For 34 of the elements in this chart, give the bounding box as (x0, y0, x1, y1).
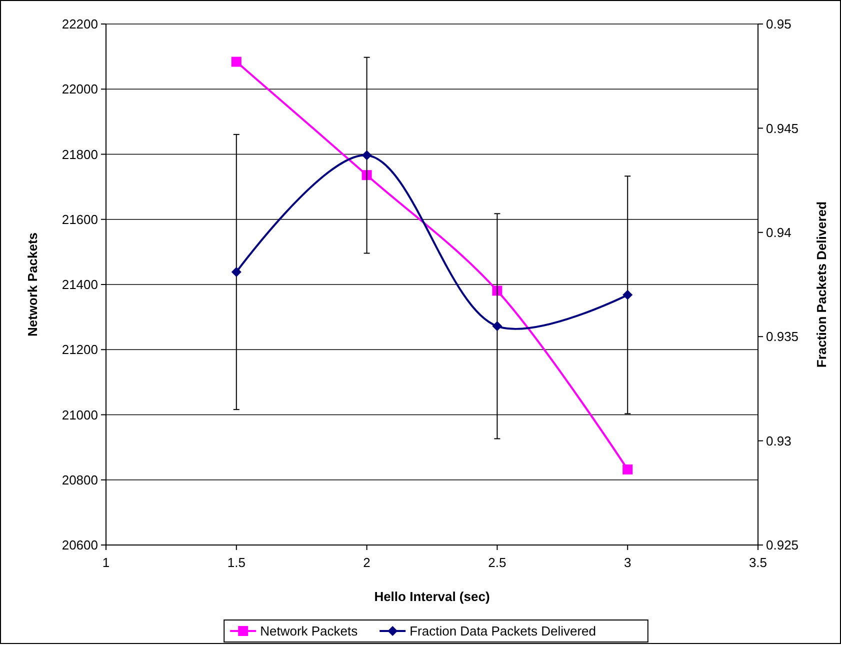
point (362, 170, 372, 180)
point (231, 266, 242, 277)
legend-label: Network Packets (260, 624, 358, 639)
x-tick-label: 3 (624, 555, 632, 570)
y-tick-label: 21800 (62, 146, 98, 162)
legend-label: Fraction Data Packets Delivered (410, 624, 596, 639)
y2-tick-label: 0.925 (766, 538, 799, 553)
x-tick-label: 3.5 (748, 555, 768, 570)
y2-tick-label: 0.95 (766, 16, 792, 32)
x-axis-title: Hello Interval (sec) (374, 589, 490, 604)
point (231, 56, 242, 67)
y2-tick-label: 0.945 (766, 120, 799, 136)
y-axis-title: Network Packets (25, 232, 40, 337)
x-tick-label: 2 (363, 555, 370, 570)
y2-tick-label: 0.935 (766, 329, 799, 344)
x-tick-label: 1.5 (227, 555, 246, 570)
y2-axis-title: Fraction Packets Delivered (814, 201, 829, 368)
y2-tick-label: 0.94 (766, 224, 792, 240)
x-tick-label: 1 (102, 555, 110, 570)
point (492, 286, 502, 296)
point (362, 150, 372, 160)
y-tick-label: 22200 (62, 16, 98, 32)
y-tick-label: 20600 (62, 538, 98, 553)
point (492, 321, 502, 332)
point (622, 290, 633, 300)
y-tick-label: 21600 (62, 212, 98, 227)
y2-tick-label: 0.93 (766, 433, 792, 448)
y-tick-label: 21200 (62, 342, 98, 358)
y-tick-label: 21400 (62, 277, 98, 292)
point (622, 464, 633, 474)
y-tick-label: 22000 (62, 82, 98, 97)
y-tick-label: 20800 (62, 472, 98, 488)
y-tick-label: 21000 (62, 407, 98, 422)
x-tick-label: 2.5 (488, 555, 506, 570)
